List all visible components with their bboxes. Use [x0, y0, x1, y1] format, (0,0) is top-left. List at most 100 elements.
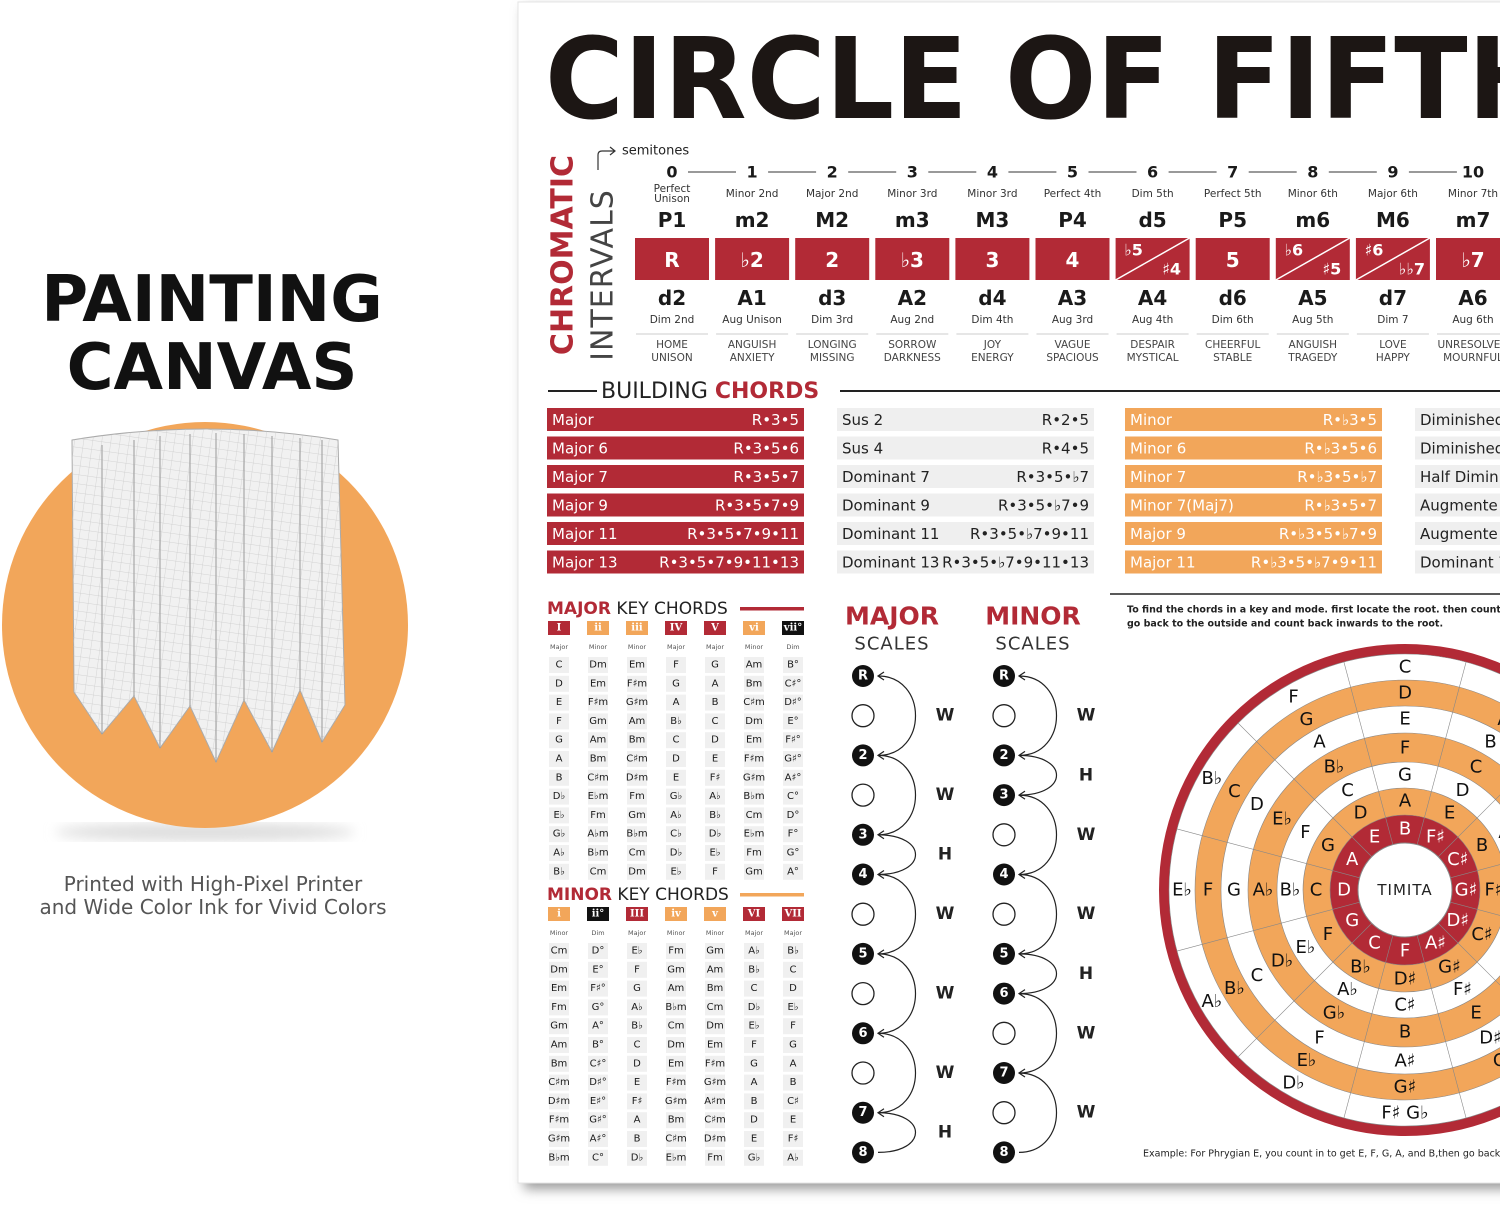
- key-chord: A♭: [787, 1152, 799, 1163]
- step-label: W: [936, 904, 955, 924]
- interval-name: Minor 3rd: [887, 188, 937, 200]
- chord-name: Minor 7: [1130, 468, 1186, 486]
- key-chord: Am: [629, 716, 646, 727]
- key-chord: Bm: [707, 983, 724, 994]
- wheel-note: F: [1400, 738, 1410, 759]
- key-chord: Gm: [706, 946, 724, 957]
- scale-subtitle: SCALES: [995, 634, 1070, 655]
- step-label: W: [1077, 1023, 1096, 1043]
- mood: VAGUE: [1055, 339, 1091, 351]
- chord-name: Major 11: [552, 525, 618, 543]
- wheel-note: B♭: [1201, 768, 1222, 789]
- key-chord: Dm: [667, 1040, 684, 1051]
- key-chord: F♯m: [627, 678, 647, 689]
- key-chord: C♯m: [548, 1077, 570, 1088]
- wheel-note: G♯: [1438, 957, 1461, 978]
- chord-name: Diminished: [1420, 440, 1500, 458]
- key-chord: D♭: [631, 1152, 644, 1163]
- key-chord: A♯°: [785, 772, 802, 783]
- step-label: H: [938, 1123, 952, 1143]
- scale-subtitle: SCALES: [854, 634, 929, 655]
- key-chord: D: [633, 1058, 641, 1069]
- wheel-note: C♯: [1394, 995, 1415, 1016]
- mood: LOVE: [1379, 339, 1406, 351]
- wheel-note: G: [1398, 765, 1412, 786]
- key-chord: A: [751, 1077, 758, 1088]
- key-chord: Am: [707, 964, 724, 975]
- mood: MOURNFUL: [1443, 352, 1500, 364]
- key-chord: C♯m: [626, 754, 648, 765]
- key-chord: A♯m: [704, 1096, 725, 1107]
- key-chord: A: [673, 697, 680, 708]
- wheel-note: D♯: [1394, 969, 1417, 990]
- key-chord: Em: [629, 660, 645, 671]
- key-chord: B♭: [787, 946, 799, 957]
- numeral: III: [630, 909, 644, 920]
- wheel-note: B♭: [1224, 978, 1245, 999]
- key-chord: C: [790, 964, 797, 975]
- key-chord: C♯m: [743, 697, 765, 708]
- interval-symbol: m6: [1295, 208, 1330, 232]
- key-chord: B°: [787, 660, 799, 671]
- degree-number: 2: [858, 748, 867, 763]
- numeral: iv: [671, 909, 682, 920]
- enharmonic: d7: [1379, 286, 1407, 310]
- chord-formula: R•3•5•7•9: [715, 497, 799, 515]
- key-chord: C♯m: [587, 772, 609, 783]
- mood: CHEERFUL: [1205, 339, 1261, 351]
- key-chord: Fm: [551, 1002, 567, 1013]
- chord-name: Dominant 9: [842, 497, 930, 515]
- key-chord: Dm: [550, 964, 567, 975]
- key-chord: A♭: [670, 810, 682, 821]
- key-chord: F♯: [710, 772, 721, 783]
- key-chord: D: [711, 735, 719, 746]
- instruction: go back to the outside and count back in…: [1127, 619, 1443, 630]
- wheel-note: F: [1314, 1028, 1324, 1049]
- interval-symbol: m2: [735, 208, 770, 232]
- key-chord: G: [633, 983, 641, 994]
- interval-name: Major 6th: [1368, 188, 1418, 200]
- wheel-note: D: [1354, 802, 1368, 823]
- enharmonic-name: Aug 2nd: [890, 314, 934, 326]
- key-chord: E: [712, 754, 718, 765]
- key-chord: Dm: [706, 1021, 723, 1032]
- key-chord: G: [711, 660, 719, 671]
- key-chord: F: [712, 866, 718, 877]
- chord-name: Major: [552, 411, 594, 429]
- step-label: W: [936, 706, 955, 726]
- wheel-note: G: [1227, 880, 1241, 901]
- key-chord: A♭: [709, 791, 721, 802]
- key-chord: D♭: [553, 791, 566, 802]
- degree-number: R: [858, 669, 868, 684]
- numeral: I: [557, 623, 562, 634]
- key-chord: Gm: [745, 866, 763, 877]
- key-chord: Fm: [668, 946, 684, 957]
- key-chord: Em: [668, 1058, 684, 1069]
- quality: Dim: [591, 929, 604, 937]
- key-chord: A♭: [748, 946, 760, 957]
- empty-step: [993, 1102, 1015, 1124]
- wheel-note: A: [1346, 849, 1359, 870]
- empty-step: [993, 903, 1015, 925]
- key-chord: Gm: [589, 716, 607, 727]
- semitone-number: 7: [1227, 163, 1238, 182]
- quality: Major: [706, 643, 724, 651]
- key-chord: D°: [592, 946, 605, 957]
- wheel-note: C: [1470, 757, 1483, 778]
- key-chord: Cm: [707, 1002, 724, 1013]
- key-chord: F♯m: [666, 1077, 686, 1088]
- key-chord: G°: [592, 1002, 605, 1013]
- wheel-note: E: [1369, 827, 1380, 848]
- chord-formula: R•3•5•♭7: [1016, 468, 1089, 486]
- mood: MYSTICAL: [1127, 352, 1179, 364]
- canvas-panel: PAINTING CANVAS Printed with High-Pixel …: [2, 263, 408, 919]
- caption: Printed with High-Pixel Printer: [64, 872, 363, 896]
- key-chord: Cm: [590, 866, 607, 877]
- degree-label: ♭5: [1124, 241, 1143, 260]
- key-chord: A°: [592, 1021, 604, 1032]
- key-chord: E♭: [553, 810, 564, 821]
- mood: ANGUISH: [1289, 339, 1338, 351]
- key-chord: D♭: [709, 829, 722, 840]
- key-chord: B♭: [553, 866, 565, 877]
- key-chord: G♯m: [704, 1077, 726, 1088]
